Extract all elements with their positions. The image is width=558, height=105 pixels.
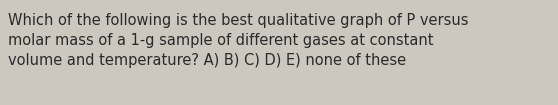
Text: Which of the following is the best qualitative graph of P versus
molar mass of a: Which of the following is the best quali…: [8, 13, 469, 68]
